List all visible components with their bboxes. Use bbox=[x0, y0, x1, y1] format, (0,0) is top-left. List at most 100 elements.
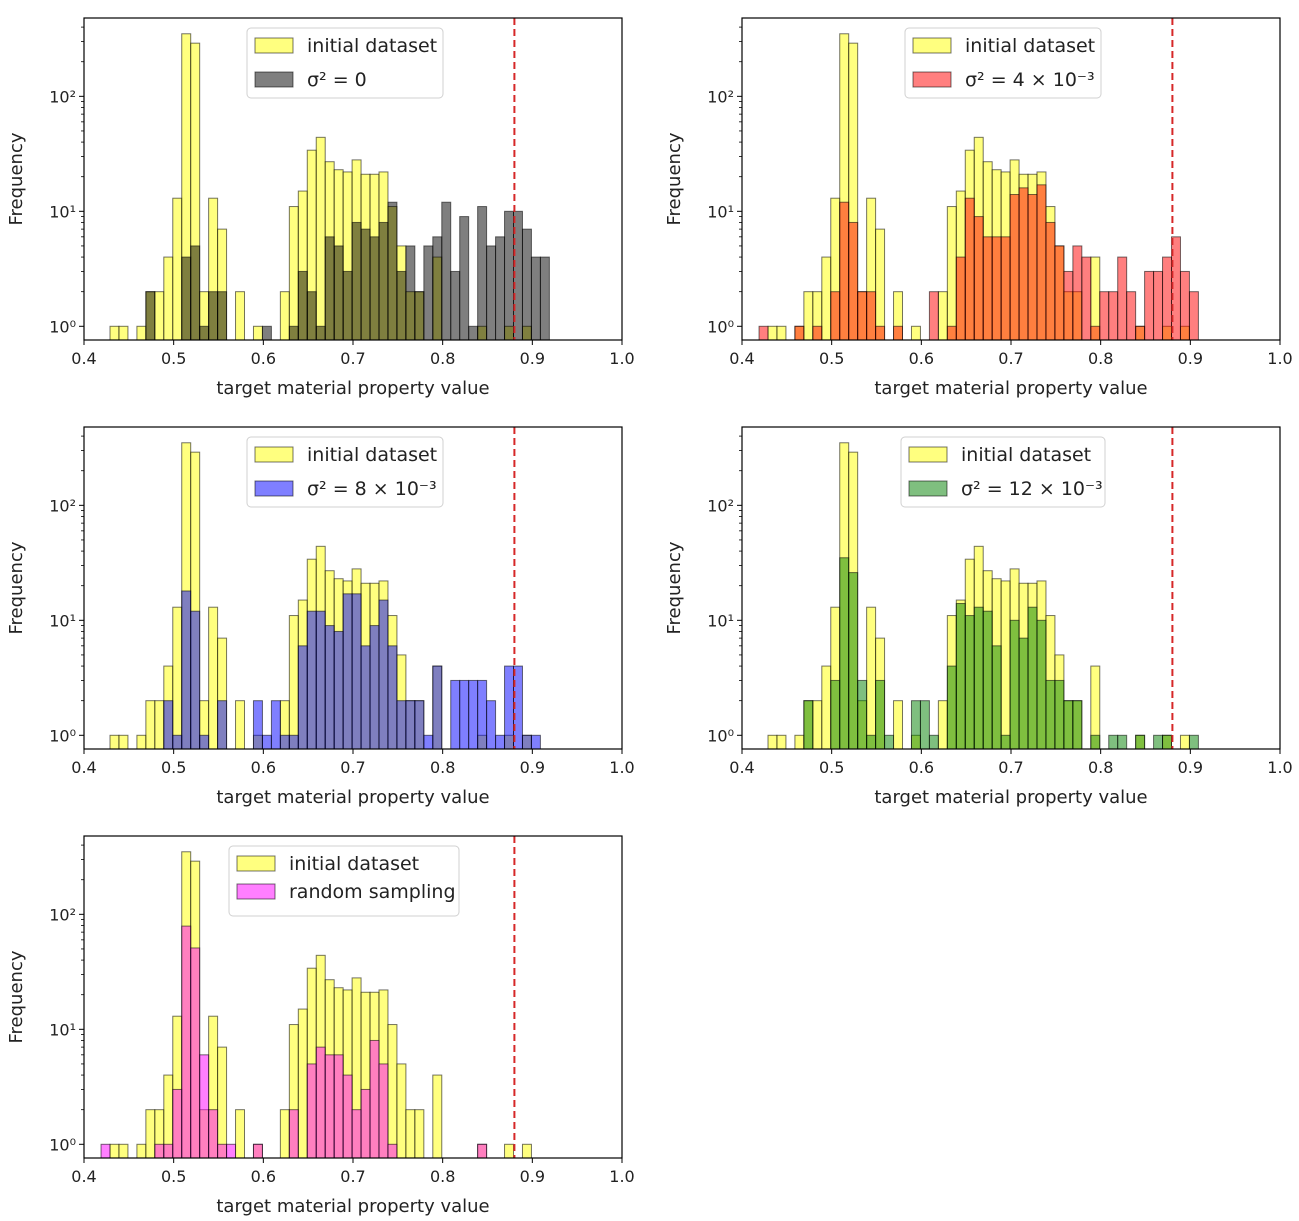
histogram-bar bbox=[235, 291, 246, 341]
y-tick-label: 10⁰ bbox=[49, 726, 76, 745]
histogram-bar bbox=[1018, 187, 1029, 341]
histogram-bar bbox=[919, 700, 930, 750]
histogram-bar bbox=[982, 236, 993, 341]
x-tick-label: 0.5 bbox=[161, 1167, 186, 1186]
histogram-bar bbox=[145, 291, 156, 341]
histogram-bar bbox=[315, 1046, 326, 1159]
histogram-bar bbox=[1162, 256, 1173, 341]
x-tick-label: 0.7 bbox=[340, 1167, 365, 1186]
x-tick-label: 0.6 bbox=[251, 1167, 276, 1186]
histogram-bar bbox=[1027, 194, 1038, 341]
histogram-bar bbox=[360, 645, 371, 750]
histogram-bar bbox=[530, 256, 541, 341]
histogram-bar bbox=[477, 1143, 488, 1159]
histogram-bar bbox=[414, 700, 425, 750]
histogram-bar bbox=[477, 679, 488, 750]
histogram-bar bbox=[1027, 606, 1038, 750]
x-tick-label: 0.8 bbox=[430, 1167, 455, 1186]
histogram-bar bbox=[964, 615, 975, 750]
histogram-bar bbox=[830, 679, 841, 750]
histogram-bar bbox=[387, 1024, 398, 1159]
x-axis-label: target material property value bbox=[216, 787, 489, 808]
x-tick-label: 0.9 bbox=[520, 349, 545, 368]
legend-label: initial dataset bbox=[965, 35, 1095, 57]
legend-swatch bbox=[912, 71, 952, 88]
histogram-bar bbox=[1072, 700, 1083, 750]
x-tick-label: 0.6 bbox=[909, 349, 934, 368]
histogram-bar bbox=[848, 221, 859, 341]
legend-swatch bbox=[236, 883, 276, 900]
legend-swatch bbox=[236, 855, 276, 872]
histogram-bar bbox=[767, 325, 778, 341]
x-axis-label: target material property value bbox=[216, 378, 489, 399]
histogram-bar bbox=[1179, 270, 1190, 341]
histogram-bar bbox=[369, 625, 380, 750]
histogram-bar bbox=[432, 665, 443, 750]
series-overlay bbox=[803, 557, 1199, 750]
histogram-bar bbox=[181, 925, 192, 1159]
histogram-bar bbox=[342, 1074, 353, 1159]
histogram-bar bbox=[172, 734, 183, 750]
x-tick-label: 0.6 bbox=[251, 349, 276, 368]
histogram-bar bbox=[486, 700, 497, 750]
histogram-bar bbox=[1099, 291, 1110, 341]
histogram-bar bbox=[118, 734, 129, 750]
histogram-bar bbox=[767, 734, 778, 750]
subplot-2: 0.4 0.5 0.6 0.7 0.8 0.9 1.0 10⁰ 10¹ 10² target mat… bbox=[664, 17, 1293, 399]
x-tick-label: 1.0 bbox=[609, 1167, 634, 1186]
x-tick-label: 0.4 bbox=[729, 349, 754, 368]
histogram-bar bbox=[468, 679, 479, 750]
histogram-bar bbox=[324, 625, 335, 750]
histogram-bar bbox=[1000, 734, 1011, 750]
histogram-bar bbox=[432, 236, 443, 341]
histogram-bar bbox=[405, 700, 416, 750]
histogram-bar bbox=[109, 734, 120, 750]
x-tick-label: 0.5 bbox=[819, 349, 844, 368]
x-axis-label: target material property value bbox=[874, 378, 1147, 399]
histogram-bar bbox=[504, 1143, 515, 1159]
y-axis-label: Frequency bbox=[664, 541, 685, 634]
x-tick-label: 1.0 bbox=[1267, 349, 1292, 368]
histogram-bar bbox=[486, 245, 497, 341]
histogram-bar bbox=[1000, 580, 1011, 750]
x-tick-label: 0.5 bbox=[819, 758, 844, 777]
histogram-bar bbox=[521, 734, 532, 750]
histogram-bar bbox=[1153, 270, 1164, 341]
series-overlay bbox=[100, 925, 488, 1159]
histogram-bar bbox=[217, 291, 228, 341]
histogram-bar bbox=[875, 228, 886, 341]
histogram-bar bbox=[109, 325, 120, 341]
histogram-bar bbox=[288, 734, 299, 750]
y-tick-label: 10¹ bbox=[49, 611, 76, 630]
histogram-bar bbox=[530, 734, 541, 750]
x-tick-label: 0.8 bbox=[1088, 758, 1113, 777]
histogram-bar bbox=[1009, 194, 1020, 341]
histogram-bar bbox=[1036, 184, 1047, 341]
histogram-bar bbox=[1144, 270, 1155, 341]
histogram-bar bbox=[1000, 236, 1011, 341]
series-overlay bbox=[145, 201, 550, 341]
histogram-bar bbox=[181, 590, 192, 750]
histogram-bar bbox=[803, 700, 814, 750]
histogram-bar bbox=[288, 325, 299, 341]
histogram-bar bbox=[199, 734, 210, 750]
x-tick-label: 0.4 bbox=[71, 349, 96, 368]
x-tick-label: 0.8 bbox=[430, 349, 455, 368]
y-tick-label: 10² bbox=[707, 87, 734, 106]
histogram-bar bbox=[163, 1143, 174, 1159]
y-tick-label: 10⁰ bbox=[707, 317, 734, 336]
histogram-bar bbox=[1009, 619, 1020, 750]
histogram-bar bbox=[910, 325, 921, 341]
histogram-bar bbox=[1117, 256, 1128, 341]
y-tick-label: 10² bbox=[49, 87, 76, 106]
histogram-bar bbox=[893, 700, 904, 750]
histogram-bar bbox=[884, 734, 895, 750]
histogram-bar bbox=[1126, 291, 1137, 341]
histogram-bar bbox=[190, 947, 201, 1159]
histogram-bar bbox=[955, 256, 966, 341]
histogram-bar bbox=[477, 206, 488, 341]
x-tick-label: 0.9 bbox=[520, 758, 545, 777]
histogram-bar bbox=[539, 256, 550, 341]
histogram-bar bbox=[279, 734, 290, 750]
legend-label: initial dataset bbox=[307, 444, 437, 466]
